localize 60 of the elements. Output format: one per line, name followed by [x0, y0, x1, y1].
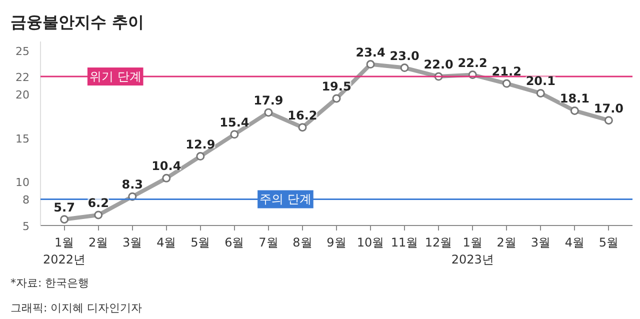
ref-line-label: 주의 단계 [260, 192, 312, 206]
y-tick-label: 10 [16, 176, 30, 190]
point [604, 116, 613, 125]
text: 16.2 [288, 108, 318, 122]
y-tick-label: 22 [16, 71, 30, 84]
text: 20.1 [526, 74, 556, 88]
point [332, 94, 341, 103]
text: 19.5 [322, 79, 352, 94]
x-tick-label: 5월 [598, 236, 619, 250]
point [196, 152, 205, 161]
text: 22.2 [458, 56, 488, 70]
y-tick-label: 8 [22, 194, 30, 207]
point [230, 130, 239, 139]
x-tick-label: 10월 [356, 236, 384, 250]
x-tick-label: 12월 [424, 236, 452, 250]
x-tick-label: 9월 [326, 236, 346, 250]
y-tick-label: 20 [16, 88, 30, 102]
point [298, 123, 307, 132]
text: *자료: 한국은행 [10, 276, 90, 290]
text: 15.4 [220, 115, 250, 130]
x-tick-label: 4월 [564, 236, 584, 250]
text: 17.0 [594, 101, 624, 116]
text: 12.9 [186, 137, 216, 152]
text: 17.9 [254, 93, 284, 108]
x-tick-label: 2월 [88, 236, 108, 250]
text: 6.2 [88, 196, 109, 210]
y-tick-label: 5 [22, 220, 30, 233]
point [502, 79, 511, 88]
x-tick-label: 7월 [258, 236, 278, 250]
y-tick-label: 15 [16, 132, 30, 146]
text: 10.4 [152, 159, 182, 174]
x-tick-label: 8월 [292, 236, 312, 250]
point [570, 106, 579, 115]
text: 23.0 [390, 48, 420, 63]
x-tick-label: 1월 2022년 [43, 236, 86, 266]
x-tick-label: 4월 [156, 236, 176, 250]
point [264, 108, 273, 117]
x-tick-label: 1월 2023년 [451, 236, 494, 266]
point [366, 60, 375, 69]
point [60, 215, 69, 224]
x-tick-label: 6월 [224, 236, 244, 250]
x-tick-label: 3월 [122, 236, 142, 250]
text: 그래픽: 이지혜 디자인기자 [10, 302, 142, 314]
point [94, 210, 103, 220]
x-tick-label: 2월 [496, 236, 516, 250]
x-tick-label: 11월 [390, 236, 418, 250]
y-tick-label: 25 [16, 44, 30, 58]
ref-line-label: 위기 단계 [89, 70, 142, 84]
point [536, 88, 545, 98]
chart-title: 금융불안지수 추이 [10, 12, 144, 32]
text: 21.2 [492, 64, 522, 79]
point [162, 174, 171, 182]
point [400, 64, 409, 72]
text: 22.0 [424, 58, 454, 72]
text: 8.3 [122, 178, 143, 192]
x-tick-label: 5월 [190, 236, 210, 250]
text: 5.7 [54, 200, 75, 214]
text: 23.4 [356, 45, 386, 60]
x-tick-label: 3월 [530, 236, 550, 250]
text: 18.1 [560, 92, 590, 106]
